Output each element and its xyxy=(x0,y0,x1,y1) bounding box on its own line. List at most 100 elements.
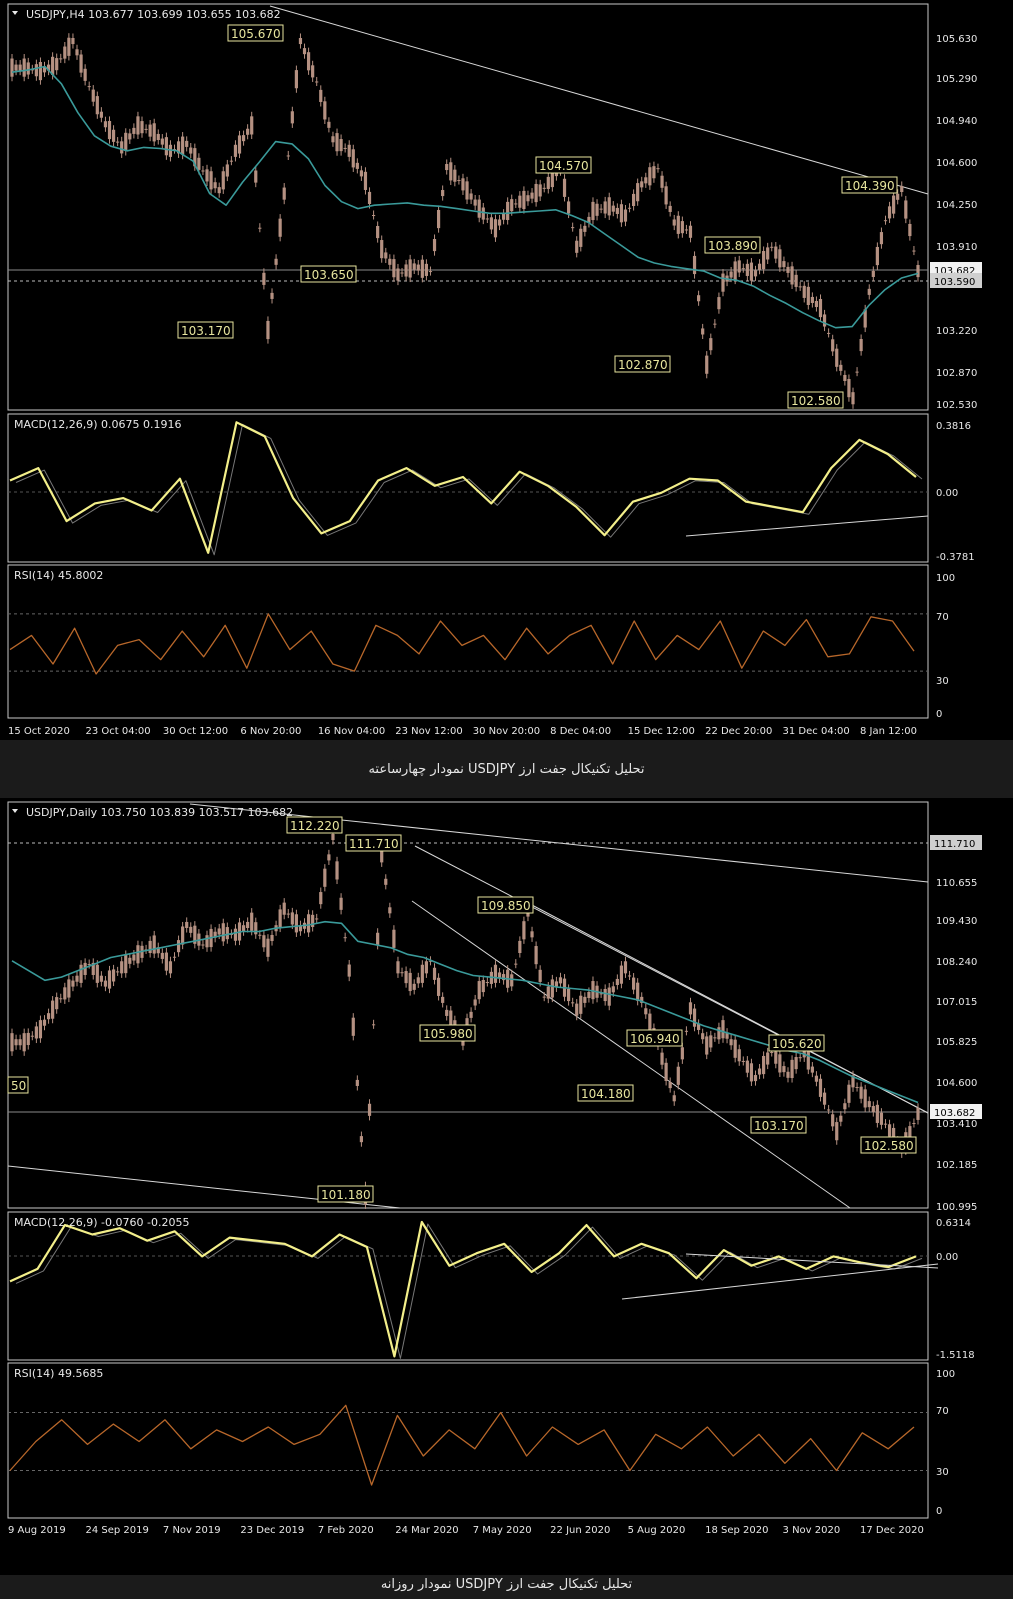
candle-body xyxy=(258,934,262,936)
candle-body xyxy=(380,240,384,259)
candle-body xyxy=(603,988,607,1002)
candle-body xyxy=(627,207,632,209)
candle-body xyxy=(91,89,95,102)
candle-body xyxy=(10,58,14,77)
candle-body xyxy=(63,987,67,1000)
candle-body xyxy=(128,957,132,964)
candle-body xyxy=(636,183,640,202)
price-annotation-label: 103.650 xyxy=(304,268,354,282)
candle-body xyxy=(786,1071,790,1078)
candle-body xyxy=(770,246,774,248)
candle-body xyxy=(794,1057,798,1070)
candle-body xyxy=(392,929,396,948)
candle-body xyxy=(51,56,55,75)
candle-body xyxy=(14,64,18,71)
candle-body xyxy=(591,981,595,1000)
candle-body xyxy=(497,972,502,979)
candle-body xyxy=(806,1051,810,1070)
candle-body xyxy=(818,298,823,318)
time-tick-label: 7 May 2020 xyxy=(473,1525,532,1536)
candle-body xyxy=(887,206,892,219)
candle-body xyxy=(623,961,628,974)
candle-body xyxy=(436,977,441,996)
candle-body xyxy=(575,1003,579,1016)
rsi-line xyxy=(9,613,915,675)
time-tick-label: 24 Sep 2019 xyxy=(85,1525,148,1536)
candle-body xyxy=(510,199,514,212)
candle-body xyxy=(790,266,794,285)
candle-body xyxy=(762,1055,766,1075)
price-annotation-label-box xyxy=(317,1185,374,1203)
candle-body xyxy=(554,981,559,988)
candle-body xyxy=(766,1052,770,1065)
candle-body xyxy=(835,1122,839,1141)
macd-header: MACD(12,26,9) 0.0675 0.1916 xyxy=(14,418,182,431)
macd-header: MACD(12,26,9) -0.0760 -0.2055 xyxy=(14,1216,189,1229)
candle-body xyxy=(189,926,193,933)
candle-body xyxy=(717,297,721,310)
candle-body xyxy=(847,379,851,398)
candle-body xyxy=(583,996,587,1003)
candle-body xyxy=(461,178,465,191)
price-annotation-label-box xyxy=(286,816,343,834)
candle-body xyxy=(392,259,396,278)
candle-body xyxy=(871,1105,875,1113)
candle-body xyxy=(713,1037,717,1039)
candle-body xyxy=(798,286,802,288)
candle-body xyxy=(278,909,282,928)
price-annotation-label: 112.220 xyxy=(290,819,340,833)
candle-body xyxy=(859,338,863,352)
price-annotation-label-box xyxy=(300,265,357,283)
price-tick-label: 103.410 xyxy=(936,1119,977,1130)
candle-body xyxy=(351,149,355,168)
candle-body xyxy=(831,339,835,352)
price-annotation-label: 109.850 xyxy=(481,899,531,913)
price-annotation-label: 105.670 xyxy=(231,27,281,41)
price-tick-label: 107.015 xyxy=(936,997,977,1008)
candle-body xyxy=(270,934,274,942)
macd-pane-frame xyxy=(7,413,929,563)
time-tick-label: 23 Oct 04:00 xyxy=(85,726,150,737)
candle-body xyxy=(120,961,124,974)
price-pane-frame xyxy=(7,3,929,411)
rsi-pane-frame xyxy=(7,1362,929,1519)
candle-body xyxy=(246,921,250,928)
candle-body xyxy=(583,225,587,232)
candle-body xyxy=(623,209,628,222)
price-tick-label: 104.940 xyxy=(936,116,977,127)
candle-body xyxy=(672,219,676,226)
candle-body xyxy=(794,274,798,287)
candle-body xyxy=(10,1033,14,1052)
candle-body xyxy=(124,132,128,151)
line-price-box xyxy=(930,835,982,850)
candle-body xyxy=(18,64,22,71)
candle-body xyxy=(684,1030,689,1032)
price-annotation-label: 102.580 xyxy=(791,394,841,408)
candle-body xyxy=(485,981,489,983)
candle-body xyxy=(782,261,786,268)
candle-body xyxy=(193,925,197,944)
candle-body xyxy=(493,219,498,238)
candle-body xyxy=(668,1082,672,1089)
price-tick-label: 108.240 xyxy=(936,957,977,968)
price-annotation-label: 102.580 xyxy=(864,1139,914,1153)
price-tick-label: 109.430 xyxy=(936,916,977,927)
candle-body xyxy=(697,1023,701,1030)
price-annotation-label: 106.940 xyxy=(630,1032,680,1046)
candle-body xyxy=(246,128,250,135)
candle-body xyxy=(241,135,246,142)
candle-body xyxy=(859,1086,863,1099)
candle-body xyxy=(355,162,359,169)
candle-body xyxy=(477,199,481,218)
candle-body xyxy=(168,961,173,974)
candle-body xyxy=(567,201,571,214)
candle-body xyxy=(132,954,136,961)
price-annotation-label-box xyxy=(841,176,898,194)
time-tick-label: 31 Dec 04:00 xyxy=(783,726,850,737)
candle-body xyxy=(579,995,583,1014)
candle-body xyxy=(632,977,636,990)
candle-body xyxy=(526,910,530,917)
candle-body xyxy=(160,952,164,959)
candle-body xyxy=(798,1057,802,1059)
candle-body xyxy=(144,128,148,130)
